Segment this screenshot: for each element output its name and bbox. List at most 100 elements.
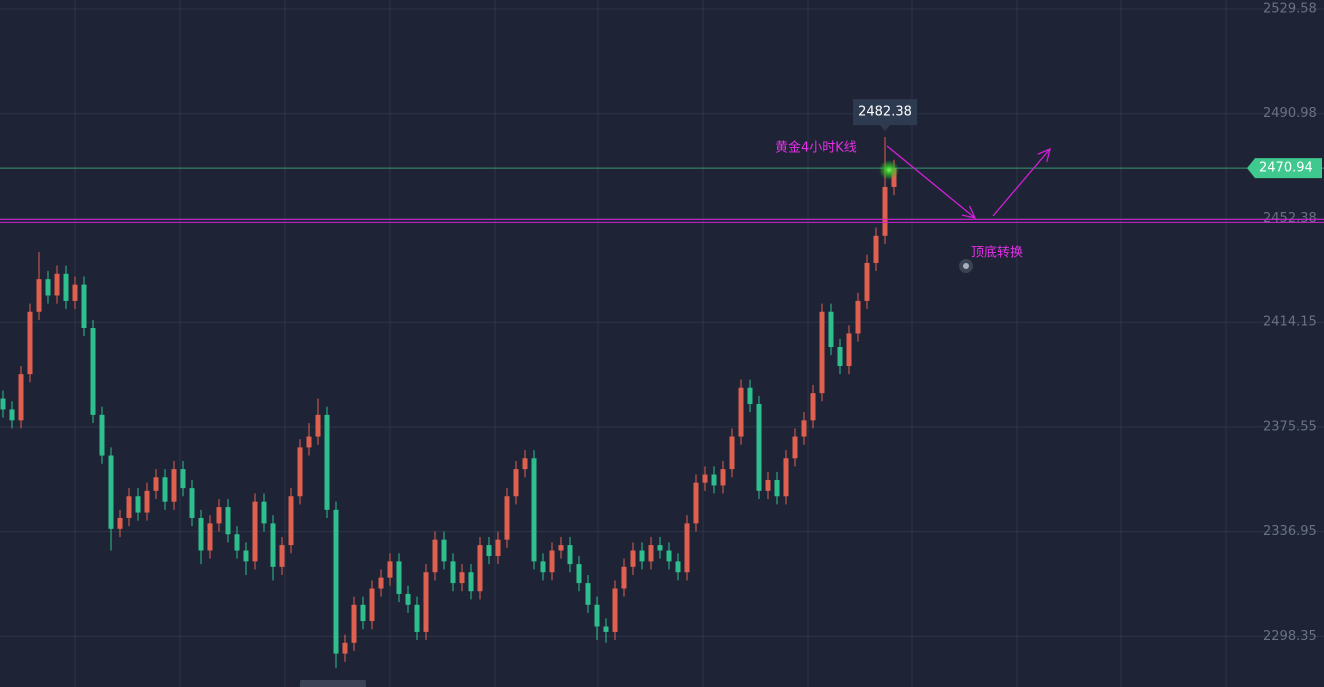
candle-body	[243, 550, 249, 562]
overlays: 2529.58 2490.98 2452.38 2414.15 2375.55 2336.…	[0, 2, 1324, 644]
candles	[0, 137, 897, 669]
candle-body	[594, 604, 600, 627]
y-tick-label: 2414.15	[1263, 315, 1317, 330]
candle-body	[630, 550, 636, 567]
candle-body	[576, 564, 582, 584]
candle-body	[684, 523, 690, 573]
arrow-up	[992, 149, 1050, 217]
candle-body	[531, 458, 537, 562]
candle-body	[666, 550, 672, 562]
candle-body	[783, 458, 789, 497]
candle-body	[351, 604, 357, 643]
candle-body	[0, 398, 6, 410]
time-grid	[74, 0, 1227, 687]
candle-body	[333, 509, 339, 654]
candle-body	[396, 561, 402, 594]
candle-body	[279, 545, 285, 567]
candle-body	[378, 577, 384, 589]
candle-body	[216, 507, 222, 524]
candle-body	[432, 539, 438, 573]
candle-body	[549, 550, 555, 573]
candle-body	[81, 284, 87, 329]
candle-body	[369, 588, 375, 622]
candle-body	[54, 273, 60, 296]
candle-body	[738, 387, 744, 437]
candle-body	[810, 393, 816, 421]
candle-body	[513, 469, 519, 497]
price-grid	[0, 8, 1324, 637]
candle-body	[360, 604, 366, 622]
candle-body	[162, 477, 168, 502]
candle-body	[495, 539, 501, 556]
candle-body	[873, 235, 879, 263]
candle-body	[306, 436, 312, 448]
candle-body	[792, 436, 798, 459]
candle-body	[747, 387, 753, 405]
candle-body	[639, 550, 645, 562]
candle-body	[414, 604, 420, 632]
candle-body	[459, 572, 465, 584]
candle-body	[423, 572, 429, 632]
candle-body	[27, 311, 33, 375]
candle-body	[585, 583, 591, 605]
candle-body	[342, 642, 348, 654]
candle-body	[36, 279, 42, 312]
candle-body	[558, 545, 564, 551]
y-tick-label: 2298.35	[1263, 629, 1317, 644]
candle-body	[567, 545, 573, 565]
candle-body	[828, 311, 834, 348]
high-callout	[853, 99, 917, 132]
y-tick-label: 2529.58	[1263, 2, 1317, 17]
marker-dot-inner	[963, 263, 969, 269]
candle-body	[180, 469, 186, 489]
candle-body	[801, 420, 807, 437]
candle-body	[72, 284, 78, 301]
candle-body	[234, 534, 240, 551]
candle-body	[765, 479, 771, 491]
candle-body	[297, 447, 303, 497]
candle-body	[261, 501, 267, 524]
candle-body	[774, 479, 780, 497]
last-price-glow	[879, 160, 899, 180]
candle-body	[819, 311, 825, 394]
candle-body	[720, 469, 726, 486]
candle-body	[450, 561, 456, 584]
candle-body	[837, 347, 843, 367]
candle-body	[468, 572, 474, 592]
y-tick-label: 2490.98	[1263, 106, 1317, 121]
candle-body	[756, 404, 762, 491]
candle-body	[702, 474, 708, 483]
candle-body	[135, 496, 141, 513]
last-price-label: 2470.94	[1259, 161, 1313, 176]
candle-body	[864, 262, 870, 301]
candle-body	[270, 523, 276, 567]
candle-body	[153, 477, 159, 491]
candle-body	[288, 496, 294, 546]
candle-body	[99, 414, 105, 456]
candle-body	[144, 490, 150, 513]
candle-body	[882, 186, 888, 236]
candle-body	[126, 496, 132, 518]
candle-body	[612, 588, 618, 632]
candle-body	[846, 333, 852, 367]
candle-body	[405, 593, 411, 605]
candle-body	[171, 469, 177, 502]
candle-body	[90, 328, 96, 415]
candle-body	[324, 414, 330, 510]
candle-body	[540, 561, 546, 573]
candle-body	[441, 539, 447, 562]
candle-body	[189, 488, 195, 518]
candle-body	[675, 561, 681, 573]
candle-body	[648, 545, 654, 562]
candle-body	[711, 474, 717, 486]
arrow-down	[886, 145, 975, 218]
candle-body	[621, 566, 627, 589]
candle-body	[315, 414, 321, 437]
candle-body	[603, 626, 609, 632]
candle-body	[504, 496, 510, 540]
candle-body	[522, 458, 528, 470]
candle-body	[693, 482, 699, 524]
candle-body	[117, 517, 123, 529]
candle-body	[63, 273, 69, 301]
